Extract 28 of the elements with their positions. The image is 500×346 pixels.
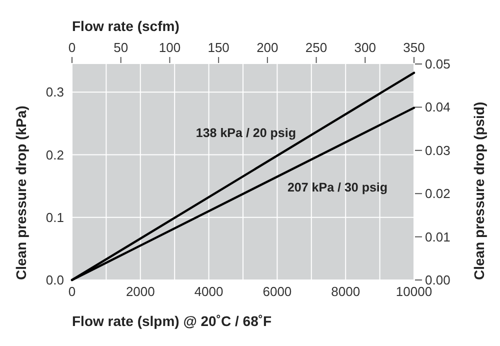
y2-tick-label: 0.05	[425, 56, 450, 72]
y-tick-label: 0.2	[46, 147, 64, 162]
x-tick-label: 6000	[262, 284, 292, 299]
x2-tick-label: 200	[256, 40, 278, 55]
y2-tick-label: 0.02	[425, 186, 450, 202]
x-tick-label: 0	[68, 284, 76, 299]
y-tick-label: 0.1	[46, 210, 64, 225]
x2-tick-label: 350	[403, 40, 425, 55]
x2-tick-label: 50	[114, 40, 128, 55]
series-label: 207 kPa / 30 psig	[287, 180, 388, 195]
x2-tick-label: 100	[158, 40, 181, 55]
y-tick-label: 0.3	[46, 84, 64, 100]
x2-tick-label: 0	[68, 40, 76, 55]
x-axis-title: Flow rate (slpm) @ 20˚C / 68˚F	[72, 313, 272, 329]
y2-tick-label: 0.03	[425, 142, 450, 158]
series-label: 138 kPa / 20 psig	[196, 126, 296, 140]
x-tick-label: 2000	[126, 284, 155, 299]
x-tick-label: 8000	[331, 284, 360, 299]
y2-tick-label: 0.04	[425, 100, 450, 115]
y2-tick-label: 0.01	[425, 229, 450, 244]
x2-axis-title: Flow rate (scfm)	[72, 18, 180, 34]
y-tick-label: 0.0	[46, 272, 64, 288]
y2-axis-title: Clean pressure drop (psid)	[471, 102, 487, 280]
x2-tick-label: 300	[354, 40, 376, 55]
y-axis-title: Clean pressure drop (kPa)	[13, 106, 29, 280]
x-tick-label: 4000	[194, 284, 224, 299]
x2-tick-label: 150	[208, 40, 230, 55]
x2-tick-label: 250	[305, 40, 328, 55]
